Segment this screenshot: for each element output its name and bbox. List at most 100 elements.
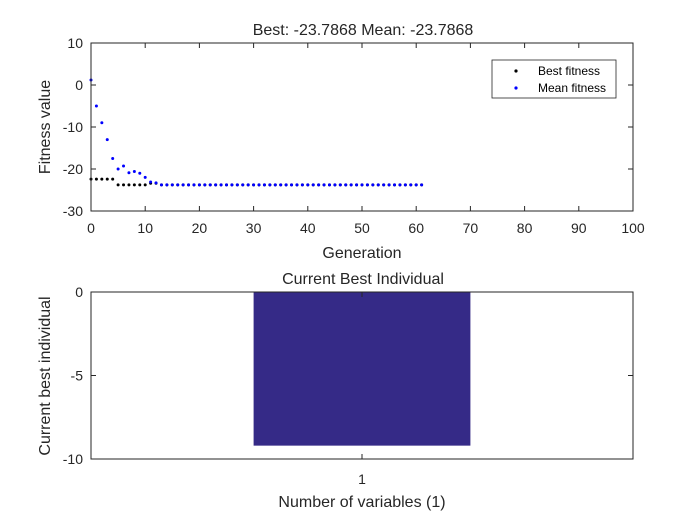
mean-fitness-point	[214, 183, 218, 187]
fitness-x-tick-label: 10	[137, 220, 153, 236]
mean-fitness-point	[420, 183, 424, 187]
legend-marker-mean-fitness	[514, 86, 518, 90]
best-fitness-point	[116, 183, 120, 187]
mean-fitness-point	[138, 171, 142, 175]
fitness-x-tick-label: 60	[408, 220, 424, 236]
fitness-x-tick-label: 40	[300, 220, 316, 236]
mean-fitness-point	[409, 183, 413, 187]
best-individual-y-tick-label: -10	[63, 451, 83, 467]
mean-fitness-point	[192, 183, 196, 187]
fitness-y-ticks: -30 -20 -10 0 10	[63, 35, 633, 219]
best-individual-bar	[253, 292, 471, 446]
legend-label-best-fitness: Best fitness	[538, 64, 600, 78]
mean-fitness-point	[268, 183, 272, 187]
mean-fitness-point	[327, 183, 331, 187]
best-fitness-point	[143, 183, 147, 187]
mean-fitness-point	[371, 183, 375, 187]
mean-fitness-point	[306, 183, 310, 187]
best-individual-y-ticks: -10 -5 0	[63, 284, 633, 467]
mean-fitness-point	[398, 183, 402, 187]
mean-fitness-point	[208, 183, 212, 187]
mean-fitness-point	[105, 138, 109, 142]
mean-fitness-point	[154, 181, 158, 185]
fitness-y-tick-label: 0	[75, 77, 83, 93]
best-individual-title: Current Best Individual	[282, 271, 444, 288]
mean-fitness-point	[203, 183, 207, 187]
best-individual-y-tick-label: -5	[71, 368, 84, 384]
mean-fitness-point	[273, 183, 277, 187]
mean-fitness-point	[94, 104, 98, 108]
best-individual-y-tick-label: 0	[75, 284, 83, 300]
best-fitness-point	[94, 177, 98, 181]
fitness-plot-title: Best: -23.7868 Mean: -23.7868	[253, 22, 474, 39]
legend: Best fitness Mean fitness	[491, 59, 617, 99]
mean-fitness-point	[376, 183, 380, 187]
mean-fitness-point	[349, 183, 353, 187]
best-individual-x-axis-label: Number of variables (1)	[278, 494, 445, 511]
fitness-series-points	[89, 78, 424, 187]
mean-fitness-point	[252, 183, 256, 187]
mean-fitness-point	[246, 183, 250, 187]
mean-fitness-point	[241, 183, 245, 187]
mean-fitness-point	[300, 183, 304, 187]
legend-box	[491, 59, 617, 99]
mean-fitness-point	[382, 183, 386, 187]
mean-fitness-point	[257, 183, 261, 187]
mean-fitness-point	[279, 183, 283, 187]
legend-label-mean-fitness: Mean fitness	[538, 81, 606, 95]
mean-fitness-point	[149, 180, 153, 184]
mean-fitness-point	[225, 183, 228, 187]
mean-fitness-point	[284, 183, 288, 187]
mean-fitness-point	[311, 183, 315, 187]
mean-fitness-point	[235, 183, 239, 187]
mean-fitness-point	[355, 183, 359, 187]
mean-fitness-point	[262, 183, 266, 187]
best-fitness-point	[132, 183, 136, 187]
mean-fitness-point	[403, 183, 407, 187]
best-fitness-point	[105, 177, 109, 181]
mean-fitness-point	[159, 183, 163, 187]
fitness-x-tick-label: 80	[517, 220, 533, 236]
fitness-y-tick-label: -10	[63, 119, 83, 135]
fitness-y-tick-label: 10	[67, 35, 83, 51]
mean-fitness-point	[344, 183, 348, 187]
mean-fitness-point	[387, 183, 391, 187]
mean-fitness-point	[116, 167, 120, 171]
mean-fitness-point	[197, 183, 201, 187]
mean-fitness-point	[111, 157, 115, 160]
mean-fitness-point	[290, 183, 294, 187]
mean-fitness-point	[333, 183, 337, 187]
mean-fitness-point	[181, 183, 185, 187]
fitness-plot: Best: -23.7868 Mean: -23.7868 0 10 20 30 40 5…	[37, 22, 645, 262]
best-fitness-point	[111, 177, 115, 181]
mean-fitness-point	[365, 183, 369, 187]
mean-fitness-point	[127, 171, 131, 175]
fitness-x-tick-label: 0	[87, 220, 95, 236]
best-individual-plot: Current Best Individual 1 -10 -5 0 Number …	[37, 271, 634, 511]
mean-fitness-point	[170, 183, 174, 187]
mean-fitness-point	[165, 183, 169, 187]
best-fitness-point	[100, 177, 104, 181]
mean-fitness-point	[230, 183, 234, 187]
fitness-x-tick-label: 50	[354, 220, 370, 236]
best-fitness-point	[127, 183, 131, 187]
best-fitness-point	[122, 183, 126, 187]
fitness-x-tick-label: 100	[621, 220, 645, 236]
best-individual-bars	[253, 292, 471, 446]
mean-fitness-point	[100, 121, 104, 125]
fitness-x-tick-label: 70	[463, 220, 479, 236]
mean-fitness-point	[360, 183, 364, 187]
mean-fitness-point	[143, 175, 147, 179]
fitness-x-tick-label: 90	[571, 220, 587, 236]
best-individual-y-axis-label: Current best individual	[37, 296, 54, 455]
fitness-x-axis-label: Generation	[322, 245, 401, 262]
mean-fitness-point	[122, 164, 126, 168]
mean-fitness-point	[295, 183, 299, 187]
fitness-x-tick-label: 30	[246, 220, 262, 236]
mean-fitness-point	[338, 183, 342, 187]
fitness-y-tick-label: -20	[63, 161, 83, 177]
best-individual-x-tick-label: 1	[358, 471, 366, 487]
best-fitness-point	[138, 183, 142, 187]
mean-fitness-point	[132, 170, 136, 174]
